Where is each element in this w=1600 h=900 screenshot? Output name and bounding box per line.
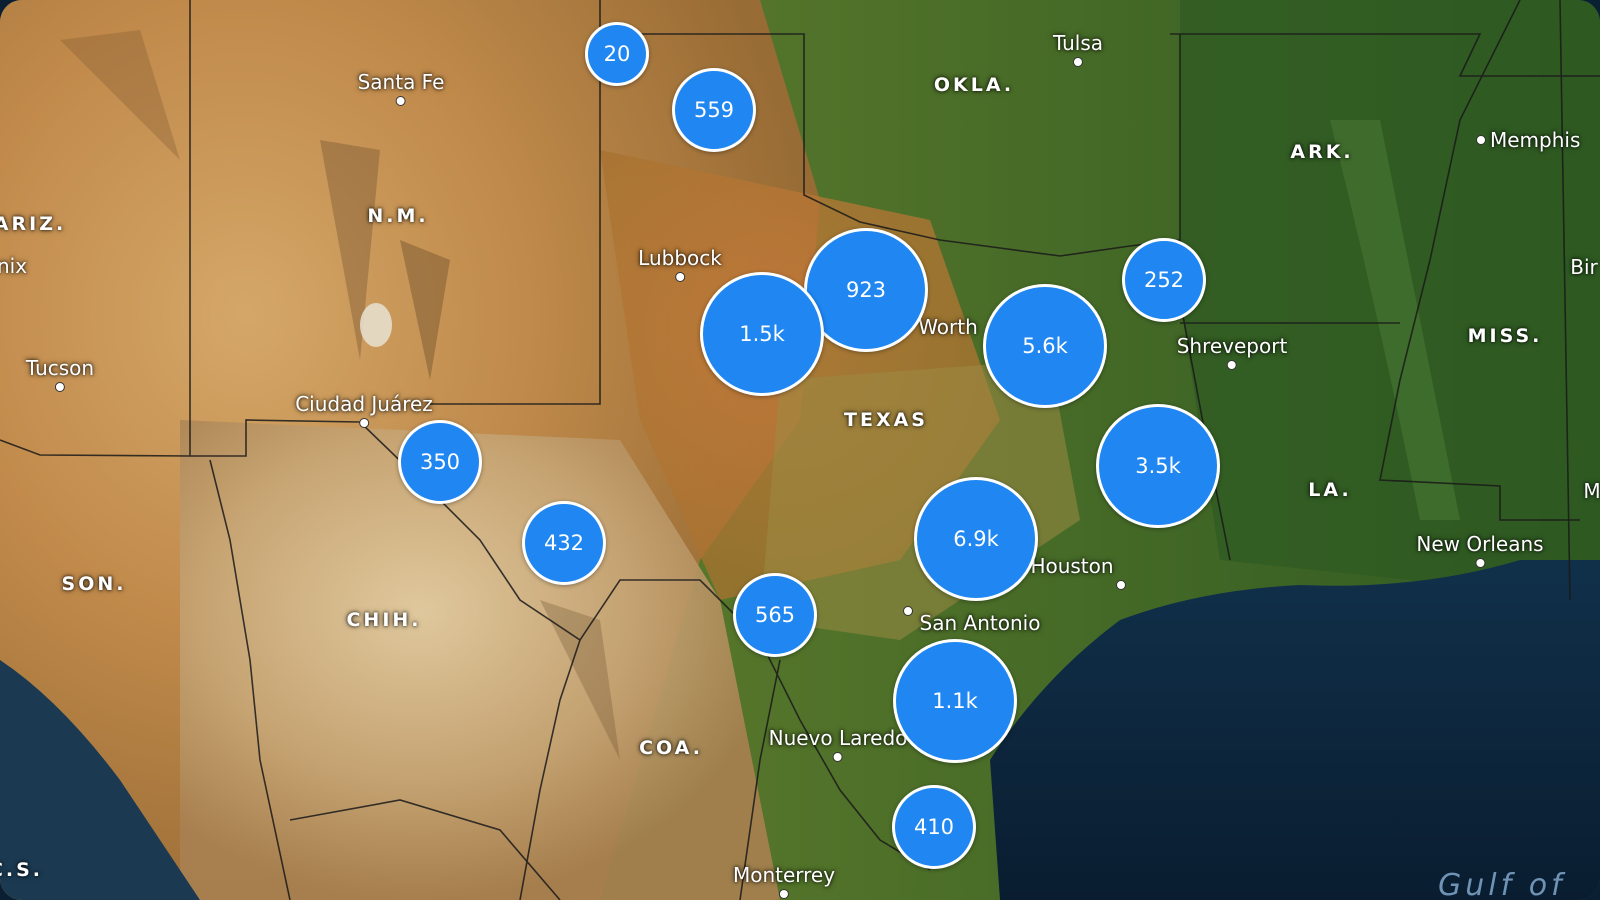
city-name: Worth — [918, 315, 978, 339]
city-name: Memphis — [1490, 128, 1581, 152]
cluster-marker[interactable]: 6.9k — [914, 477, 1038, 601]
city-dot — [778, 889, 789, 899]
city-name: Bir — [1570, 255, 1598, 279]
state-label-bcs: C.S. — [0, 859, 44, 881]
city-dot — [1474, 558, 1485, 568]
city-tucson: Tucson — [26, 357, 94, 392]
city-tulsa: Tulsa — [1053, 32, 1103, 67]
city-shreveport: Shreveport — [1176, 334, 1288, 370]
state-label-coa: COA. — [639, 737, 703, 759]
city-name: Shreveport — [1176, 334, 1288, 358]
city-dot — [832, 752, 843, 762]
city-name: New Orleans — [1416, 532, 1544, 556]
state-label-son: SON. — [61, 573, 127, 595]
state-label-nm: N.M. — [367, 205, 429, 227]
city-dot-houston — [1116, 580, 1126, 590]
cluster-marker[interactable]: 20 — [585, 22, 649, 86]
cluster-marker[interactable]: 923 — [804, 228, 928, 352]
city-name: Monterrey — [732, 863, 836, 887]
state-label-chih: CHIH. — [346, 609, 422, 631]
cluster-marker[interactable]: 432 — [522, 501, 606, 585]
state-label-la: LA. — [1308, 479, 1352, 501]
cluster-marker[interactable]: 5.6k — [983, 284, 1107, 408]
state-label-miss: MISS. — [1467, 325, 1543, 347]
city-dot — [359, 418, 369, 428]
city-fort-worth: Worth — [918, 316, 978, 338]
cluster-marker[interactable]: 559 — [672, 68, 756, 152]
city-houston: Houston — [1030, 555, 1113, 577]
city-birmingham: Bir — [1570, 256, 1598, 278]
city-name: Tulsa — [1052, 31, 1104, 55]
state-label-ark: ARK. — [1290, 141, 1354, 163]
city-name: Ciudad Juárez — [295, 392, 433, 416]
city-dot — [674, 272, 685, 282]
city-mobile: M — [1583, 480, 1600, 502]
cluster-marker[interactable]: 1.1k — [893, 639, 1017, 763]
city-dot — [1073, 57, 1083, 67]
city-santa-fe: Santa Fe — [357, 70, 445, 106]
cluster-marker[interactable]: 565 — [733, 573, 817, 657]
cluster-marker[interactable]: 350 — [398, 420, 482, 504]
water-label-gulf: Gulf of — [1438, 868, 1566, 900]
city-name: Lubbock — [638, 246, 722, 270]
cluster-marker[interactable]: 410 — [892, 785, 976, 869]
city-lubbock: Lubbock — [638, 247, 722, 282]
state-label-ariz: ARIZ. — [0, 213, 67, 235]
city-dot — [1476, 135, 1486, 145]
city-memphis: Memphis — [1476, 129, 1580, 151]
city-name: nix — [0, 254, 28, 278]
city-nuevo-laredo: Nuevo Laredo — [768, 726, 908, 762]
city-dot — [1226, 360, 1237, 370]
city-name: San Antonio — [919, 611, 1041, 635]
city-name: Santa Fe — [357, 70, 445, 94]
city-dot — [395, 96, 406, 106]
city-new-orleans: New Orleans — [1416, 532, 1544, 568]
city-name: Houston — [1030, 554, 1114, 578]
city-name: Nuevo Laredo — [768, 726, 908, 750]
state-label-okla: OKLA. — [933, 74, 1015, 96]
city-dot — [55, 382, 65, 392]
city-name: M — [1583, 479, 1600, 503]
city-phoenix: nix — [0, 255, 27, 277]
city-dot-san-antonio — [903, 606, 913, 616]
city-name: Tucson — [25, 356, 95, 380]
city-ciudad-juarez: Ciudad Juárez — [295, 393, 433, 428]
cluster-marker[interactable]: 252 — [1122, 238, 1206, 322]
state-label-texas: TEXAS — [844, 409, 928, 431]
cluster-marker[interactable]: 1.5k — [700, 272, 824, 396]
city-monterrey: Monterrey — [733, 864, 835, 899]
city-san-antonio: San Antonio — [920, 612, 1041, 634]
cluster-marker[interactable]: 3.5k — [1096, 404, 1220, 528]
